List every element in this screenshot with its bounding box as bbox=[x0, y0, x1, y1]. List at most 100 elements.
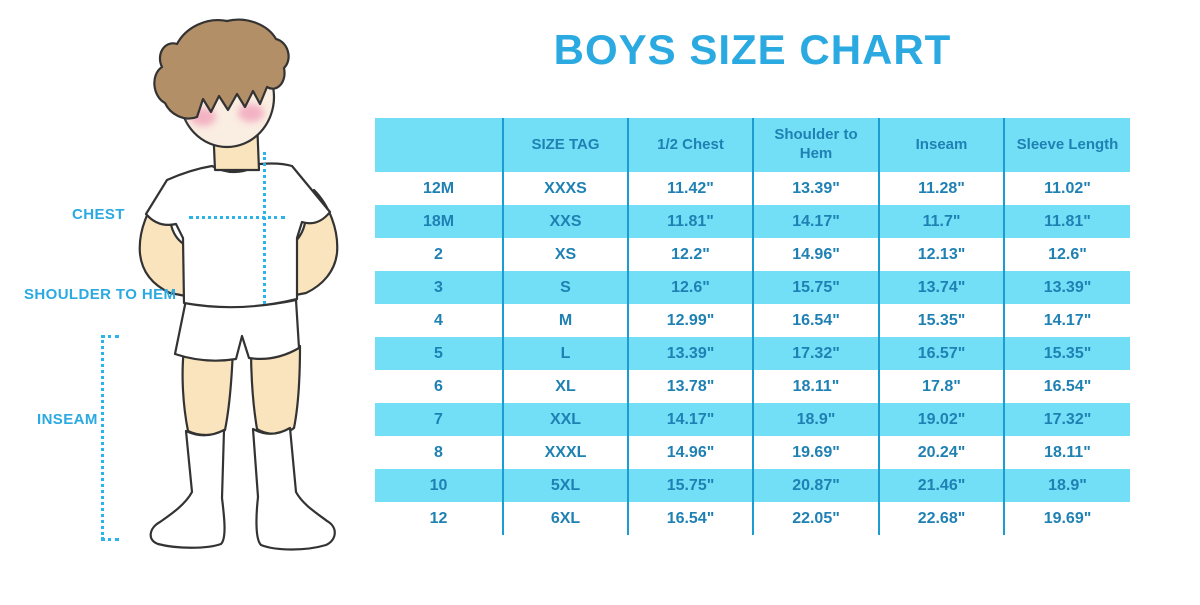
left-sock bbox=[149, 428, 226, 549]
shoulder-to-hem-measure-line bbox=[263, 152, 266, 304]
table-cell: 14.17" bbox=[627, 403, 753, 436]
shorts bbox=[173, 298, 301, 362]
table-cell: 6 bbox=[434, 377, 443, 395]
size-table-body: 12M XXXS 11.42" 13.39" 11.28" 11.02" 18M XXS 11.… bbox=[375, 172, 1130, 535]
table-row: 4 M 12.99" 16.54" 15.35" 14.17" bbox=[375, 304, 1130, 337]
shoulder-to-hem-label: SHOULDER TO HEM bbox=[24, 286, 177, 303]
size-table: SIZE TAG 1/2 Chest Shoulder to Hem Insea… bbox=[375, 118, 1130, 535]
table-cell: 11.28" bbox=[878, 172, 1004, 205]
table-row: 3 S 12.6" 15.75" 13.74" 13.39" bbox=[375, 271, 1130, 304]
table-cell: XL bbox=[502, 370, 628, 403]
table-cell: 2 bbox=[434, 245, 443, 263]
table-cell: 13.39" bbox=[752, 172, 879, 205]
table-cell: 15.75" bbox=[752, 271, 879, 304]
hair bbox=[153, 18, 290, 120]
table-cell: 14.96" bbox=[627, 436, 753, 469]
table-cell: S bbox=[502, 271, 628, 304]
table-cell: 11.81" bbox=[627, 205, 753, 238]
inseam-label: INSEAM bbox=[37, 411, 98, 428]
table-cell: M bbox=[502, 304, 628, 337]
table-cell: 17.8" bbox=[878, 370, 1004, 403]
table-cell: 15.35" bbox=[878, 304, 1004, 337]
table-cell: 19.69" bbox=[1003, 502, 1130, 535]
table-cell: 12.99" bbox=[627, 304, 753, 337]
table-cell: 16.54" bbox=[752, 304, 879, 337]
table-row: 10 5XL 15.75" 20.87" 21.46" 18.9" bbox=[375, 469, 1130, 502]
table-cell: 16.57" bbox=[878, 337, 1004, 370]
table-cell: 11.7" bbox=[878, 205, 1004, 238]
table-cell: 18.11" bbox=[752, 370, 879, 403]
table-cell: 12.13" bbox=[878, 238, 1004, 271]
table-cell: 5 bbox=[434, 344, 443, 362]
table-cell: 13.39" bbox=[627, 337, 753, 370]
table-cell: 12.6" bbox=[1003, 238, 1130, 271]
table-cell: 14.17" bbox=[752, 205, 879, 238]
measurement-diagram: CHEST SHOULDER TO HEM INSEAM bbox=[0, 0, 380, 600]
table-row: 7 XXL 14.17" 18.9" 19.02" 17.32" bbox=[375, 403, 1130, 436]
table-cell: 4 bbox=[434, 311, 443, 329]
table-cell: 6XL bbox=[502, 502, 628, 535]
table-cell: 13.78" bbox=[627, 370, 753, 403]
column-header-size-tag: SIZE TAG bbox=[502, 118, 628, 172]
table-cell: 17.32" bbox=[1003, 403, 1130, 436]
table-row: 2 XS 12.2" 14.96" 12.13" 12.6" bbox=[375, 238, 1130, 271]
table-cell: 3 bbox=[434, 278, 443, 296]
table-header-row: SIZE TAG 1/2 Chest Shoulder to Hem Insea… bbox=[375, 118, 1130, 172]
table-cell: 12.2" bbox=[627, 238, 753, 271]
table-cell: 5XL bbox=[502, 469, 628, 502]
table-cell: 12 bbox=[429, 509, 448, 527]
table-row: 12 6XL 16.54" 22.05" 22.68" 19.69" bbox=[375, 502, 1130, 535]
table-cell: 13.39" bbox=[1003, 271, 1130, 304]
table-cell: XXS bbox=[502, 205, 628, 238]
table-cell: 22.05" bbox=[752, 502, 879, 535]
page-title: BOYS SIZE CHART bbox=[553, 26, 952, 73]
table-cell: XXXL bbox=[502, 436, 628, 469]
table-cell: L bbox=[502, 337, 628, 370]
table-cell: 14.96" bbox=[752, 238, 879, 271]
table-cell: 13.74" bbox=[878, 271, 1004, 304]
column-header-sleeve-length: Sleeve Length bbox=[1003, 118, 1130, 172]
table-cell: 22.68" bbox=[878, 502, 1004, 535]
right-cheek bbox=[238, 104, 264, 122]
table-cell: 19.69" bbox=[752, 436, 879, 469]
table-cell: 21.46" bbox=[878, 469, 1004, 502]
inseam-measure-line bbox=[101, 335, 104, 540]
table-cell: 7 bbox=[434, 410, 443, 428]
table-cell: 18M bbox=[422, 212, 455, 230]
table-row: 18M XXS 11.81" 14.17" 11.7" 11.81" bbox=[375, 205, 1130, 238]
column-header-half-chest: 1/2 Chest bbox=[627, 118, 753, 172]
table-cell: 8 bbox=[434, 443, 443, 461]
column-header-shoulder-to-hem: Shoulder to Hem bbox=[752, 118, 879, 172]
boy-figure-illustration bbox=[138, 18, 339, 551]
table-row: 6 XL 13.78" 18.11" 17.8" 16.54" bbox=[375, 370, 1130, 403]
table-cell: 14.17" bbox=[1003, 304, 1130, 337]
table-cell: 16.54" bbox=[627, 502, 753, 535]
table-cell: 15.75" bbox=[627, 469, 753, 502]
table-cell: 19.02" bbox=[878, 403, 1004, 436]
table-cell: 20.87" bbox=[752, 469, 879, 502]
column-header-size bbox=[375, 118, 503, 172]
table-cell: XS bbox=[502, 238, 628, 271]
table-row: 5 L 13.39" 17.32" 16.57" 15.35" bbox=[375, 337, 1130, 370]
table-cell: 17.32" bbox=[752, 337, 879, 370]
inseam-bottom-tick bbox=[101, 538, 119, 541]
table-cell: 18.9" bbox=[752, 403, 879, 436]
table-cell: 12.6" bbox=[627, 271, 753, 304]
table-cell: XXXS bbox=[502, 172, 628, 205]
table-cell: XXL bbox=[502, 403, 628, 436]
chest-measure-line bbox=[189, 216, 285, 219]
column-header-inseam: Inseam bbox=[878, 118, 1004, 172]
table-row: 12M XXXS 11.42" 13.39" 11.28" 11.02" bbox=[375, 172, 1130, 205]
table-cell: 11.02" bbox=[1003, 172, 1130, 205]
table-cell: 16.54" bbox=[1003, 370, 1130, 403]
table-cell: 20.24" bbox=[878, 436, 1004, 469]
table-cell: 12M bbox=[422, 179, 455, 197]
table-cell: 18.11" bbox=[1003, 436, 1130, 469]
table-cell: 11.81" bbox=[1003, 205, 1130, 238]
right-sock bbox=[251, 426, 336, 551]
inseam-top-tick bbox=[101, 335, 119, 338]
table-cell: 10 bbox=[429, 476, 448, 494]
table-cell: 18.9" bbox=[1003, 469, 1130, 502]
chest-label: CHEST bbox=[72, 206, 125, 223]
table-row: 8 XXXL 14.96" 19.69" 20.24" 18.11" bbox=[375, 436, 1130, 469]
